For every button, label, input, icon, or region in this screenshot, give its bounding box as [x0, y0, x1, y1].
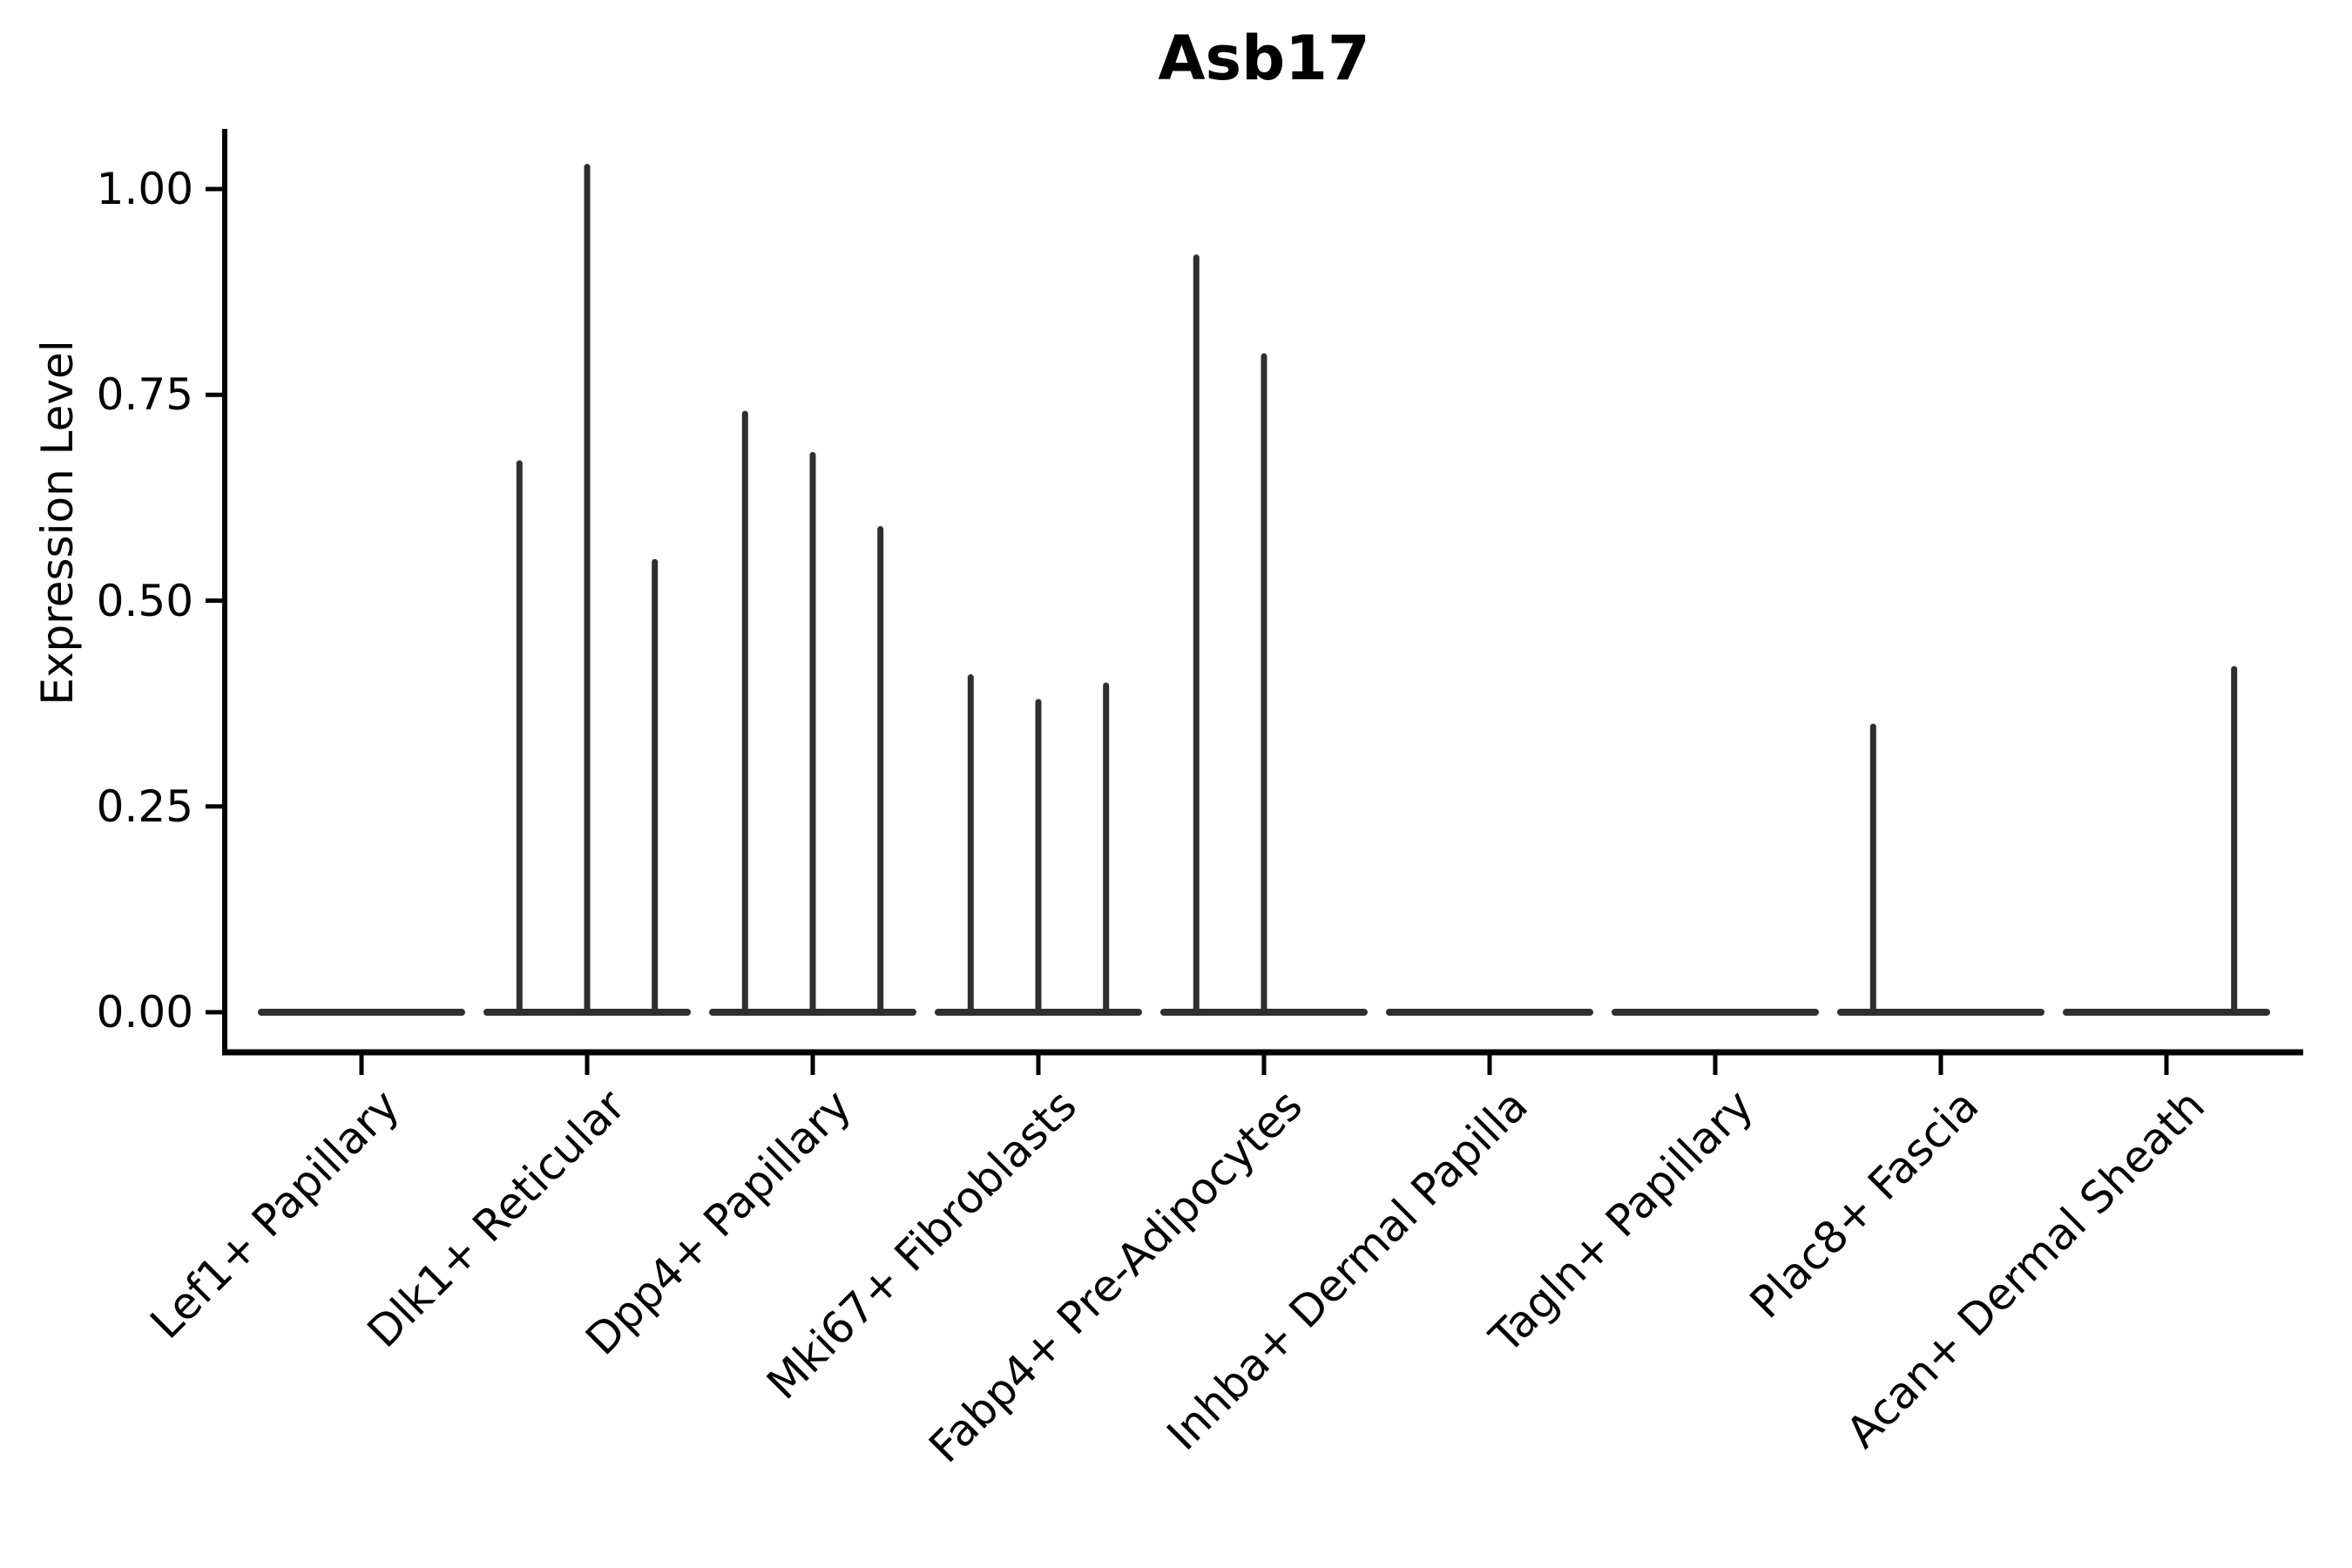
- y-tick-label: 0.00: [96, 987, 193, 1037]
- y-tick-label: 0.75: [96, 369, 193, 421]
- y-tick-label: 1.00: [96, 164, 193, 214]
- plot-title: Asb17: [1158, 23, 1370, 94]
- y-tick-label: 0.25: [96, 781, 193, 832]
- y-tick-label: 0.50: [96, 575, 193, 626]
